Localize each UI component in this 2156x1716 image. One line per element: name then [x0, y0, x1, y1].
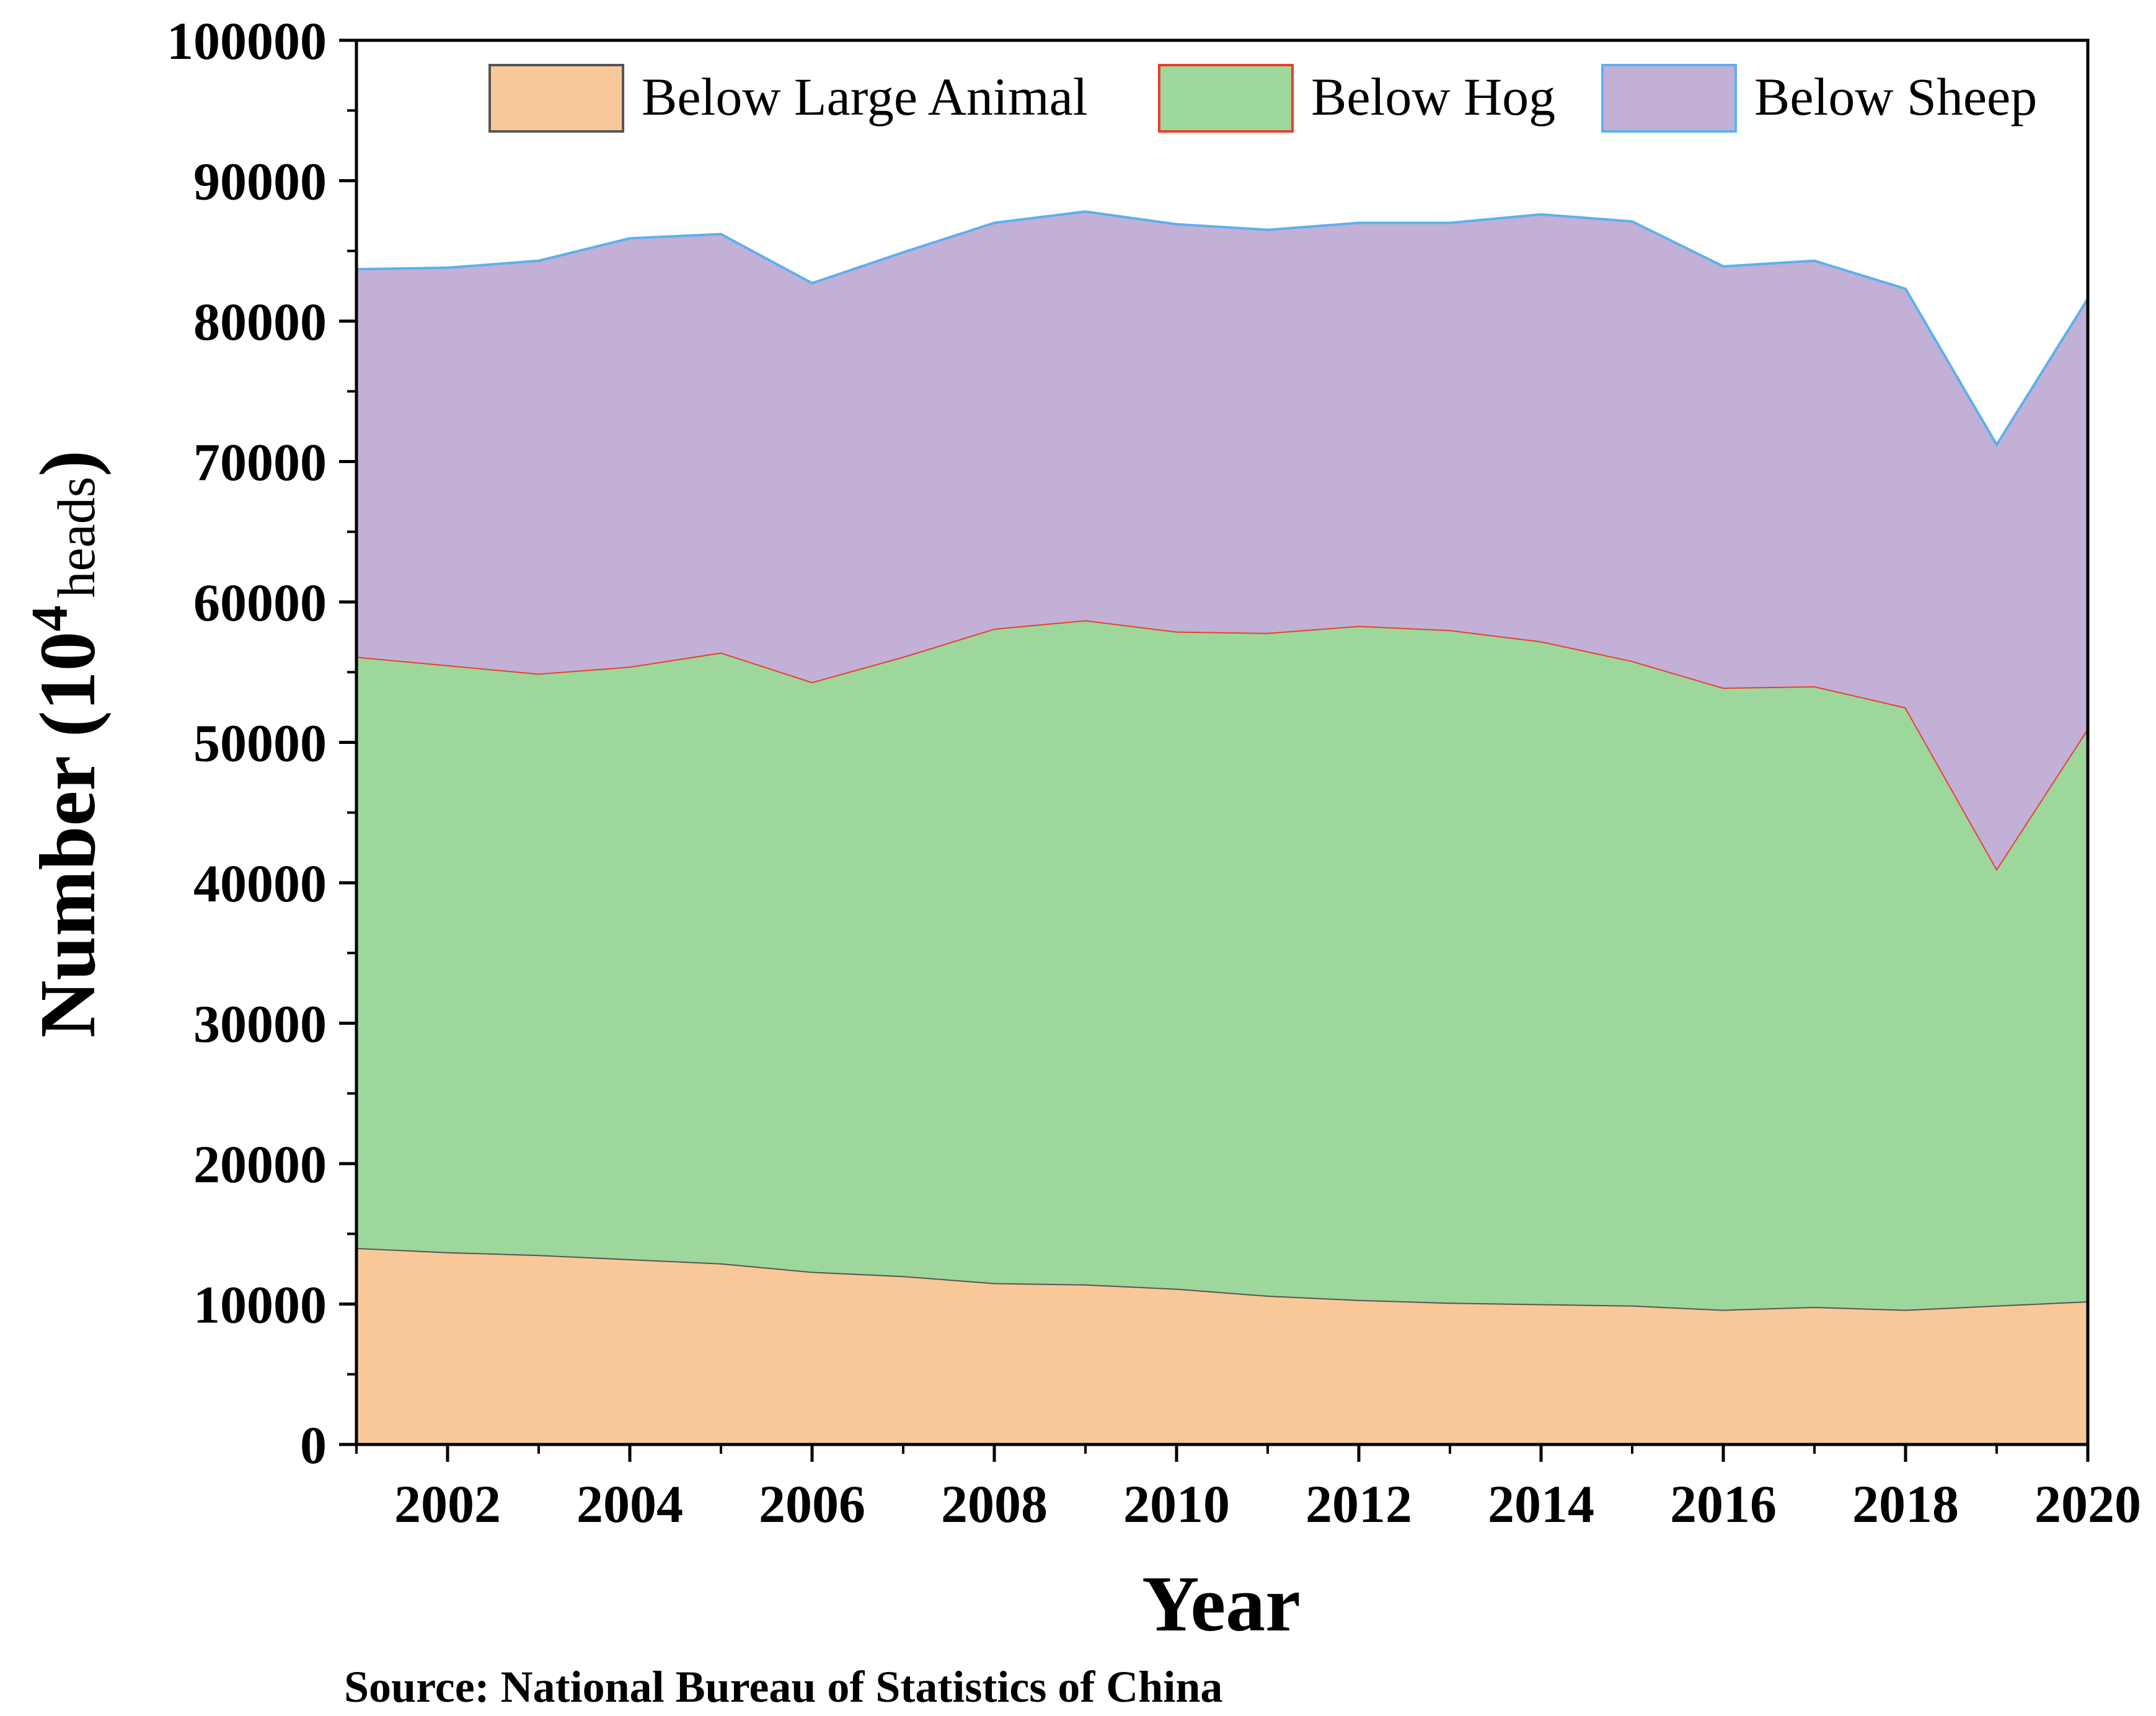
- source-note: Source: National Bureau of Statistics of…: [344, 1662, 1222, 1712]
- x-tick-label: 2012: [1306, 1474, 1412, 1534]
- legend: Below Large Animal Below Hog Below Sheep: [488, 64, 2037, 133]
- legend-label-below-large-animal: Below Large Animal: [642, 67, 1088, 126]
- y-tick-label: 30000: [193, 994, 327, 1054]
- area-below-large-animal: [356, 1247, 2088, 1444]
- x-tick-label: 2016: [1670, 1474, 1777, 1534]
- x-tick-label: 2010: [1123, 1474, 1230, 1534]
- legend-swatch-below-hog: [1158, 64, 1294, 133]
- x-axis-title: Year: [1142, 1560, 1301, 1648]
- y-tick-label: 100000: [167, 11, 327, 71]
- legend-swatch-below-sheep: [1601, 64, 1737, 133]
- x-axis-ticks: 2002 2004 2006 2008 2010 2012 2014 2016 2018 2020: [355, 1444, 2141, 1534]
- x-tick-label: 2004: [577, 1474, 683, 1534]
- legend-label-below-hog: Below Hog: [1311, 67, 1555, 126]
- y-axis-ticks: 0 10000 20000 30000 40000 50000 60000 70000 8000…: [167, 11, 356, 1475]
- x-tick-label: 2006: [759, 1474, 865, 1534]
- x-tick-label: 2008: [941, 1474, 1048, 1534]
- legend-label-below-sheep: Below Sheep: [1754, 67, 2037, 126]
- y-tick-label: 40000: [193, 854, 327, 913]
- y-tick-label: 90000: [193, 152, 327, 211]
- x-tick-label: 2014: [1488, 1474, 1594, 1534]
- x-tick-label: 2002: [394, 1474, 501, 1534]
- area-edge-below-sheep: [356, 210, 2089, 448]
- y-tick-label: 70000: [193, 433, 327, 492]
- y-tick-label: 60000: [193, 573, 327, 632]
- legend-swatch-below-large-animal: [488, 64, 624, 133]
- y-axis-title: Number (104heads): [21, 450, 112, 1038]
- area-layers: [356, 210, 2089, 1444]
- x-tick-label: 2020: [2035, 1474, 2141, 1534]
- y-tick-label: 0: [300, 1415, 327, 1475]
- y-tick-label: 10000: [193, 1275, 327, 1335]
- x-tick-label: 2018: [1852, 1474, 1959, 1534]
- y-tick-label: 20000: [193, 1134, 327, 1194]
- y-tick-label: 80000: [193, 292, 327, 352]
- area-below-hog: [356, 620, 2088, 1310]
- y-tick-label: 50000: [193, 714, 327, 773]
- area-below-sheep: [356, 211, 2088, 869]
